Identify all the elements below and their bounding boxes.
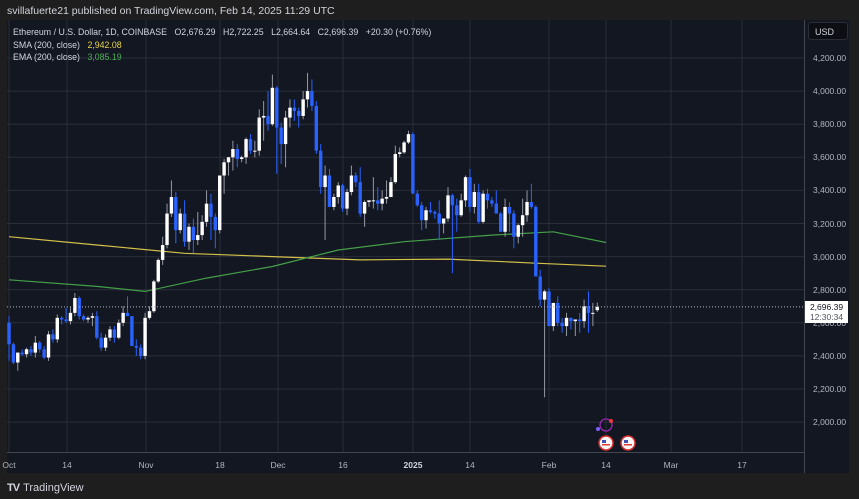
last-price-value: 2,696.39 <box>809 302 844 312</box>
time-tick-label: Dec <box>270 460 286 470</box>
sma-value: 2,942.08 <box>87 39 122 50</box>
time-axis[interactable]: Oct 14 Nov 18 Dec 16 2025 14 Feb 14 Mar 17 <box>2 452 804 474</box>
price-tick-label: 3,000.00 <box>813 251 847 262</box>
sma-label: SMA (200, close) <box>13 39 80 50</box>
tradingview-logo-icon: TV <box>7 482 20 494</box>
last-price-tag: 2,696.39 12:30:34 <box>805 301 848 323</box>
brand-name: TradingView <box>23 482 84 494</box>
ohlc-change: +20.30 (+0.76%) <box>365 27 432 37</box>
event-markers[interactable] <box>596 418 636 451</box>
time-tick-label: 14 <box>465 460 475 470</box>
bar-countdown: 12:30:34 <box>809 312 844 322</box>
price-tick-label: 4,200.00 <box>813 53 847 63</box>
time-tick-label: Nov <box>138 460 154 470</box>
time-tick-label: Feb <box>541 460 557 470</box>
time-tick-label: 14 <box>601 460 611 470</box>
ohlc-close: C2,696.39 <box>317 27 359 37</box>
footer-branding: TV TradingView <box>7 482 84 494</box>
symbol-title[interactable]: Ethereum / U.S. Dollar, 1D, COINBASE <box>13 27 167 37</box>
price-tick-label: 3,400.00 <box>813 185 847 196</box>
ohlc-open: O2,676.29 <box>174 27 216 37</box>
ema-label: EMA (200, close) <box>13 52 80 62</box>
price-tick-label: 2,800.00 <box>813 284 847 295</box>
price-tick-label: 4,000.00 <box>813 86 847 97</box>
time-tick-label: 14 <box>62 460 72 470</box>
ema-value: 3,085.19 <box>87 52 122 62</box>
price-tick-label: 3,200.00 <box>813 218 847 229</box>
chart-pane[interactable] <box>7 20 804 452</box>
time-tick-label: 2025 <box>403 460 423 470</box>
sma-legend-row[interactable]: SMA (200, close) 2,942.08 <box>13 39 431 52</box>
price-tick-label: 2,000.00 <box>813 417 847 428</box>
price-tick-label: 2,400.00 <box>813 350 847 361</box>
chart-legend: Ethereum / U.S. Dollar, 1D, COINBASE O2,… <box>13 26 431 64</box>
ema-legend-row[interactable]: EMA (200, close) 3,085.19 <box>13 51 431 64</box>
time-tick-label: 17 <box>737 460 747 470</box>
candlestick-chart <box>7 20 804 452</box>
ohlc-high: H2,722.25 <box>223 27 264 37</box>
time-tick-label: 18 <box>215 460 225 470</box>
price-tick-label: 2,200.00 <box>813 384 847 394</box>
ohlc-low: L2,664.64 <box>271 27 311 37</box>
time-tick-label: 16 <box>338 460 348 470</box>
currency-button[interactable]: USD <box>808 22 848 40</box>
publisher-caption: svillafuerte21 published on TradingView.… <box>7 5 335 17</box>
price-tick-label: 3,600.00 <box>813 152 847 163</box>
price-tick-label: 3,800.00 <box>813 119 847 130</box>
symbol-row: Ethereum / U.S. Dollar, 1D, COINBASE O2,… <box>13 26 431 39</box>
time-tick-label: Oct <box>2 460 16 470</box>
price-axis[interactable]: 4,200.00 4,000.00 3,800.00 3,600.00 3,400.00… <box>804 20 849 473</box>
lightning-event-icon[interactable] <box>599 418 613 432</box>
time-tick-label: Mar <box>663 460 679 470</box>
